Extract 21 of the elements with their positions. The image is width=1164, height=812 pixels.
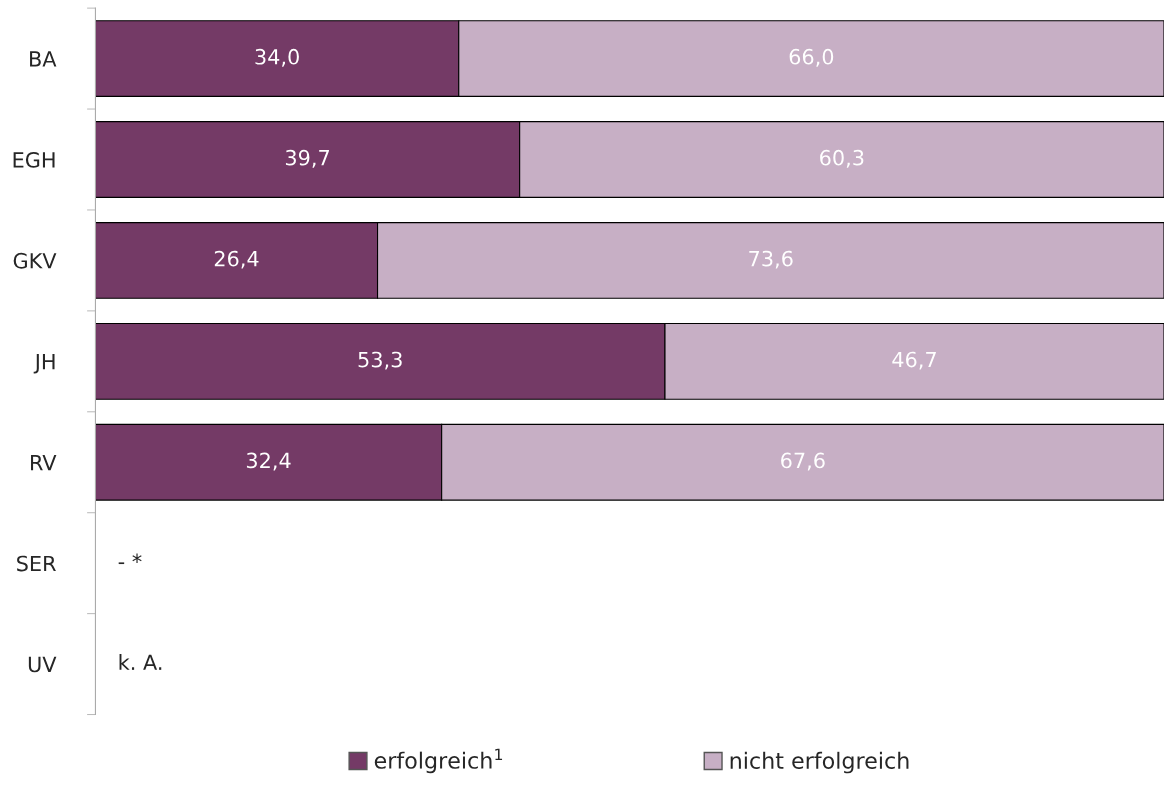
data-label: 67,6 (781, 452, 825, 471)
annotation: - * (118, 553, 142, 565)
data-label: 60,3 (820, 149, 864, 168)
y-tick-label: RV (31, 454, 57, 471)
data-label: 53,3 (358, 351, 402, 370)
y-tick-label: UV (28, 656, 57, 673)
y-tick-label: EGH (13, 151, 55, 168)
legend-label: erfolgreich$^{1}$ (374, 748, 503, 774)
y-tick-label: GKV (13, 252, 57, 269)
y-tick-label: JH (33, 354, 55, 374)
data-label: 32,4 (246, 452, 291, 471)
data-label: 34,0 (255, 48, 299, 67)
data-label: 66,0 (789, 48, 834, 67)
data-label: 39,7 (285, 149, 329, 168)
y-tick-label: BA (30, 51, 57, 67)
y-tick-label: SER (17, 555, 56, 572)
legend-label: nicht erfolgreich (730, 751, 909, 774)
data-label: 73,6 (749, 250, 793, 269)
annotation: k. A. (119, 654, 162, 670)
data-label: 46,7 (892, 351, 936, 370)
data-label: 26,4 (214, 250, 259, 269)
